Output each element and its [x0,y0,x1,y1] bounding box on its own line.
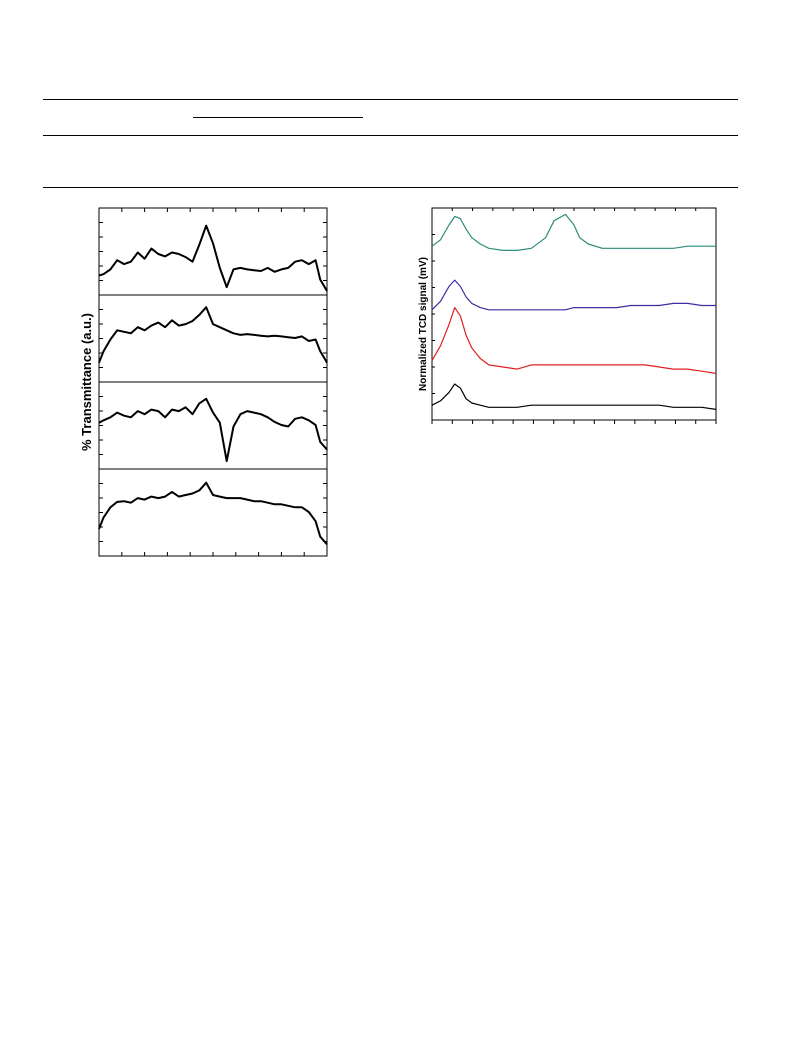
ftir-spectrum-line [98,481,328,545]
ftir-y-axis-label: % Transmittance (a.u.) [79,313,94,451]
table-subheader-rule [193,117,363,118]
tpr-signal-line [431,279,716,311]
tpr-signal-line [431,213,716,251]
ftir-spectrum-line [98,397,328,463]
tpr-signal-line [431,307,717,374]
table-top-rule [43,99,738,100]
ftir-spectrum-line [98,224,328,292]
ftir-spectrum-line [98,306,328,364]
tpr-signal-line [431,383,717,410]
tpr-chart: Normalized TCD signal (mV) [418,207,717,424]
ftir-chart: % Transmittance (a.u.) [79,207,328,557]
table-header-rule [43,135,738,136]
table-bottom-rule [43,187,738,188]
tpr-y-axis-label: Normalized TCD signal (mV) [418,257,429,391]
